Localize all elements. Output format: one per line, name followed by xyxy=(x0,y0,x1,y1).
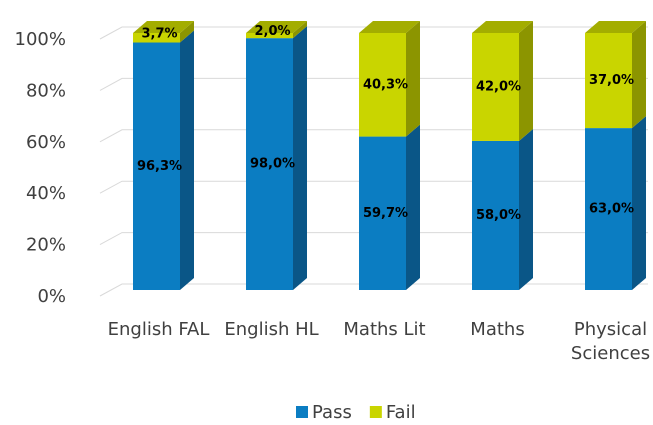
bar-segment xyxy=(585,21,646,129)
y-tick-label: 40% xyxy=(26,183,66,204)
data-label: 40,3% xyxy=(363,77,408,92)
y-tick-label: 80% xyxy=(26,80,66,101)
data-label: 96,3% xyxy=(137,159,182,174)
x-tick-label: Physical Sciences xyxy=(570,319,651,364)
bar-segment xyxy=(246,21,307,39)
legend-label: Pass xyxy=(312,402,352,423)
bar-side xyxy=(406,21,420,137)
x-tick-label: English HL xyxy=(224,319,319,340)
data-label: 59,7% xyxy=(363,206,408,221)
bar-side xyxy=(293,26,307,290)
y-tick-label: 60% xyxy=(26,132,66,153)
bar-segment xyxy=(472,128,533,290)
bar-front xyxy=(246,38,293,290)
bar-segment xyxy=(359,124,420,290)
y-tick-label: 100% xyxy=(15,29,66,50)
data-label: 3,7% xyxy=(141,26,177,41)
legend-swatch xyxy=(296,406,308,418)
bar-side xyxy=(519,21,533,141)
data-label: 42,0% xyxy=(476,79,521,94)
bar-front xyxy=(585,128,632,290)
bar-front xyxy=(472,33,519,141)
bar-side xyxy=(519,128,533,290)
bar-front xyxy=(359,33,406,137)
y-tick-label: 20% xyxy=(26,235,66,256)
bar-top xyxy=(133,21,194,33)
bar-top xyxy=(359,21,420,33)
bar-top xyxy=(246,21,307,33)
bar-front xyxy=(133,33,180,43)
data-label: 37,0% xyxy=(589,73,634,88)
bar-side xyxy=(632,21,646,129)
data-label: 98,0% xyxy=(250,157,295,172)
y-tick-label: 0% xyxy=(37,286,66,307)
bar-top xyxy=(472,21,533,33)
bar-segment xyxy=(359,21,420,137)
bar-segment xyxy=(472,21,533,141)
bar-side xyxy=(180,21,194,43)
x-tick-label: Maths Lit xyxy=(343,319,426,340)
legend-swatch xyxy=(369,406,382,418)
bar-segment xyxy=(246,26,307,290)
bar-top xyxy=(585,21,646,33)
bar-front xyxy=(472,140,519,290)
data-label: 63,0% xyxy=(589,202,634,217)
bar-front xyxy=(359,136,406,290)
bar-side xyxy=(293,21,307,39)
bar-segment xyxy=(133,30,194,290)
legend-label: Fail xyxy=(386,402,416,423)
bar-side xyxy=(632,116,646,290)
bar-segment xyxy=(585,116,646,290)
x-tick-label: English FAL xyxy=(107,319,210,340)
x-tick-label: Maths xyxy=(470,319,525,340)
data-label: 58,0% xyxy=(476,208,521,223)
grid-line xyxy=(99,26,648,40)
data-label: 2,0% xyxy=(254,24,290,39)
bar-front xyxy=(585,33,632,129)
bar-side xyxy=(406,124,420,290)
bar-segment xyxy=(133,21,194,43)
bar-front xyxy=(133,42,180,290)
bar-front xyxy=(246,33,293,39)
bar-side xyxy=(180,30,194,290)
